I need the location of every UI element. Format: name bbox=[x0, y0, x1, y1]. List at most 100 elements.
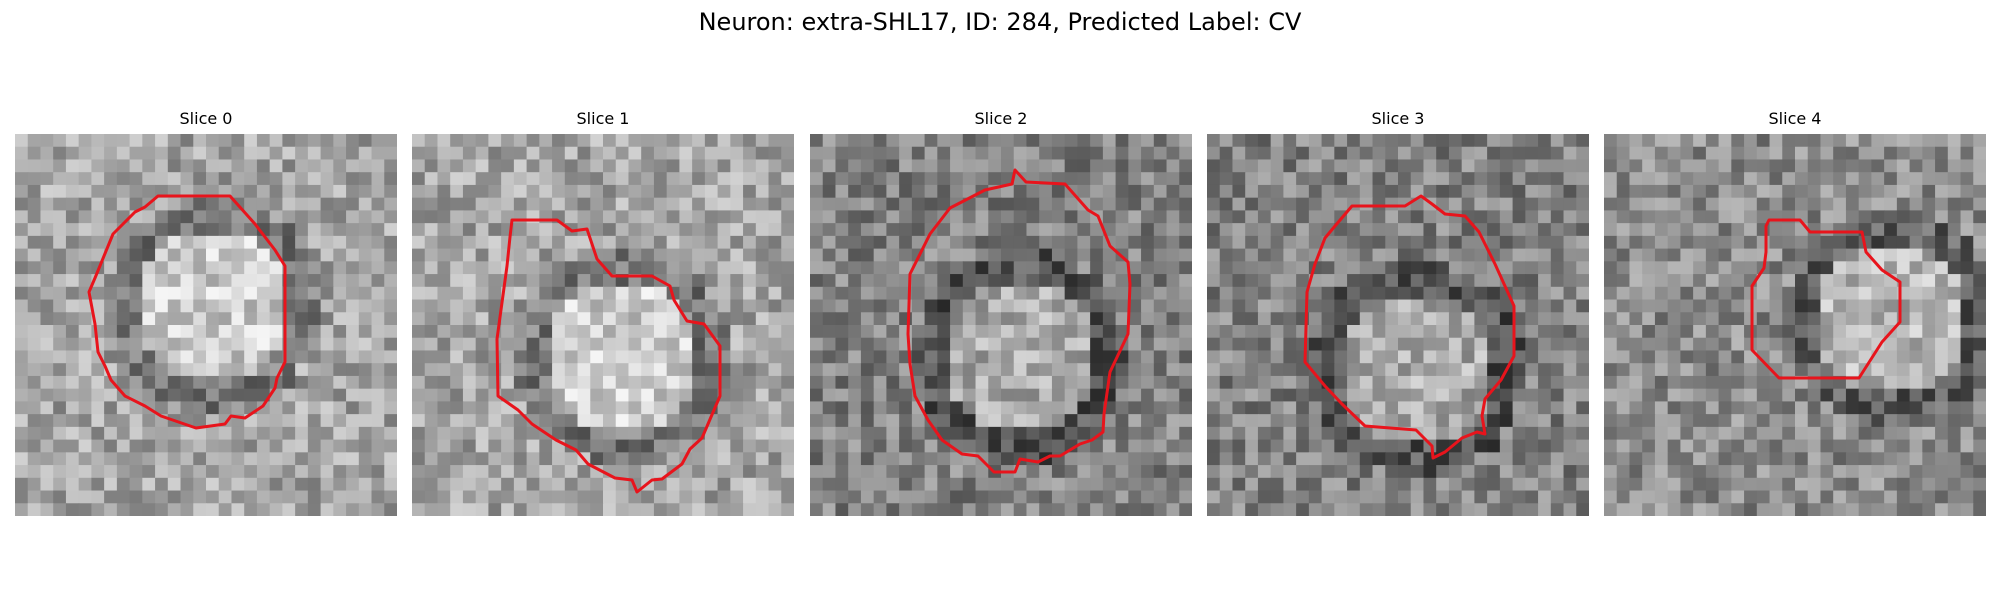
pixel bbox=[425, 159, 438, 172]
pixel bbox=[488, 414, 501, 427]
pixel bbox=[463, 478, 476, 491]
pixel bbox=[1001, 350, 1014, 363]
pixel bbox=[590, 376, 603, 389]
pixel bbox=[412, 452, 425, 465]
pixel bbox=[1782, 172, 1795, 185]
pixel bbox=[1014, 198, 1027, 211]
pixel bbox=[384, 427, 397, 440]
pixel bbox=[1680, 300, 1693, 313]
pixel bbox=[66, 465, 79, 478]
pixel bbox=[384, 249, 397, 262]
pixel bbox=[692, 223, 705, 236]
pixel bbox=[925, 147, 938, 160]
pixel bbox=[1283, 198, 1296, 211]
pixel bbox=[1604, 134, 1617, 147]
pixel bbox=[1770, 249, 1783, 262]
pixel bbox=[1668, 249, 1681, 262]
pixel bbox=[1922, 376, 1935, 389]
pixel bbox=[590, 363, 603, 376]
pixel bbox=[539, 147, 552, 160]
pixel bbox=[91, 134, 104, 147]
pixel bbox=[450, 414, 463, 427]
pixel bbox=[937, 465, 950, 478]
pixel bbox=[1706, 363, 1719, 376]
pixel bbox=[270, 338, 283, 351]
pixel bbox=[823, 210, 836, 223]
pixel bbox=[1680, 465, 1693, 478]
pixel bbox=[1334, 427, 1347, 440]
pixel bbox=[963, 274, 976, 287]
pixel bbox=[1564, 363, 1577, 376]
pixel bbox=[578, 261, 591, 274]
pixel bbox=[244, 465, 257, 478]
pixel bbox=[231, 312, 244, 325]
pixel bbox=[1283, 261, 1296, 274]
pixel bbox=[886, 185, 899, 198]
pixel bbox=[641, 465, 654, 478]
pixel bbox=[730, 491, 743, 504]
pixel bbox=[1128, 350, 1141, 363]
pixel bbox=[66, 389, 79, 402]
pixel bbox=[1693, 363, 1706, 376]
pixel bbox=[1449, 261, 1462, 274]
pixel bbox=[861, 274, 874, 287]
pixel bbox=[1782, 325, 1795, 338]
pixel bbox=[874, 223, 887, 236]
pixel bbox=[91, 427, 104, 440]
pixel bbox=[1001, 198, 1014, 211]
pixel bbox=[1347, 159, 1360, 172]
pixel bbox=[1360, 465, 1373, 478]
pixel bbox=[1423, 363, 1436, 376]
pixel bbox=[91, 172, 104, 185]
pixel bbox=[117, 198, 130, 211]
pixel bbox=[628, 210, 641, 223]
pixel bbox=[28, 350, 41, 363]
pixel bbox=[1179, 198, 1192, 211]
pixel bbox=[1398, 491, 1411, 504]
pixel bbox=[270, 350, 283, 363]
pixel bbox=[950, 159, 963, 172]
pixel bbox=[835, 172, 848, 185]
pixel bbox=[1283, 236, 1296, 249]
pixel bbox=[590, 223, 603, 236]
pixel bbox=[359, 312, 372, 325]
pixel bbox=[1782, 452, 1795, 465]
pixel bbox=[117, 350, 130, 363]
pixel bbox=[692, 261, 705, 274]
pixel bbox=[823, 440, 836, 453]
pixel bbox=[450, 325, 463, 338]
pixel bbox=[1462, 389, 1475, 402]
pixel bbox=[1961, 414, 1974, 427]
pixel bbox=[641, 249, 654, 262]
pixel bbox=[1808, 478, 1821, 491]
pixel bbox=[1487, 338, 1500, 351]
pixel bbox=[1014, 185, 1027, 198]
pixel bbox=[1655, 491, 1668, 504]
pixel bbox=[15, 338, 28, 351]
pixel bbox=[539, 414, 552, 427]
pixel bbox=[1271, 185, 1284, 198]
pixel bbox=[1680, 414, 1693, 427]
pixel bbox=[1973, 185, 1986, 198]
pixel bbox=[142, 249, 155, 262]
pixel bbox=[15, 376, 28, 389]
pixel bbox=[257, 414, 270, 427]
pixel bbox=[1668, 389, 1681, 402]
pixel bbox=[603, 287, 616, 300]
pixel bbox=[1116, 440, 1129, 453]
pixel bbox=[692, 478, 705, 491]
pixel bbox=[988, 325, 1001, 338]
pixel bbox=[886, 389, 899, 402]
pixel bbox=[769, 236, 782, 249]
pixel bbox=[1179, 452, 1192, 465]
pixel bbox=[1334, 300, 1347, 313]
pixel bbox=[1973, 491, 1986, 504]
pixel bbox=[1513, 172, 1526, 185]
pixel bbox=[886, 172, 899, 185]
pixel bbox=[450, 363, 463, 376]
pixel bbox=[1167, 491, 1180, 504]
pixel bbox=[333, 440, 346, 453]
pixel bbox=[705, 350, 718, 363]
pixel bbox=[1731, 147, 1744, 160]
pixel bbox=[1334, 134, 1347, 147]
